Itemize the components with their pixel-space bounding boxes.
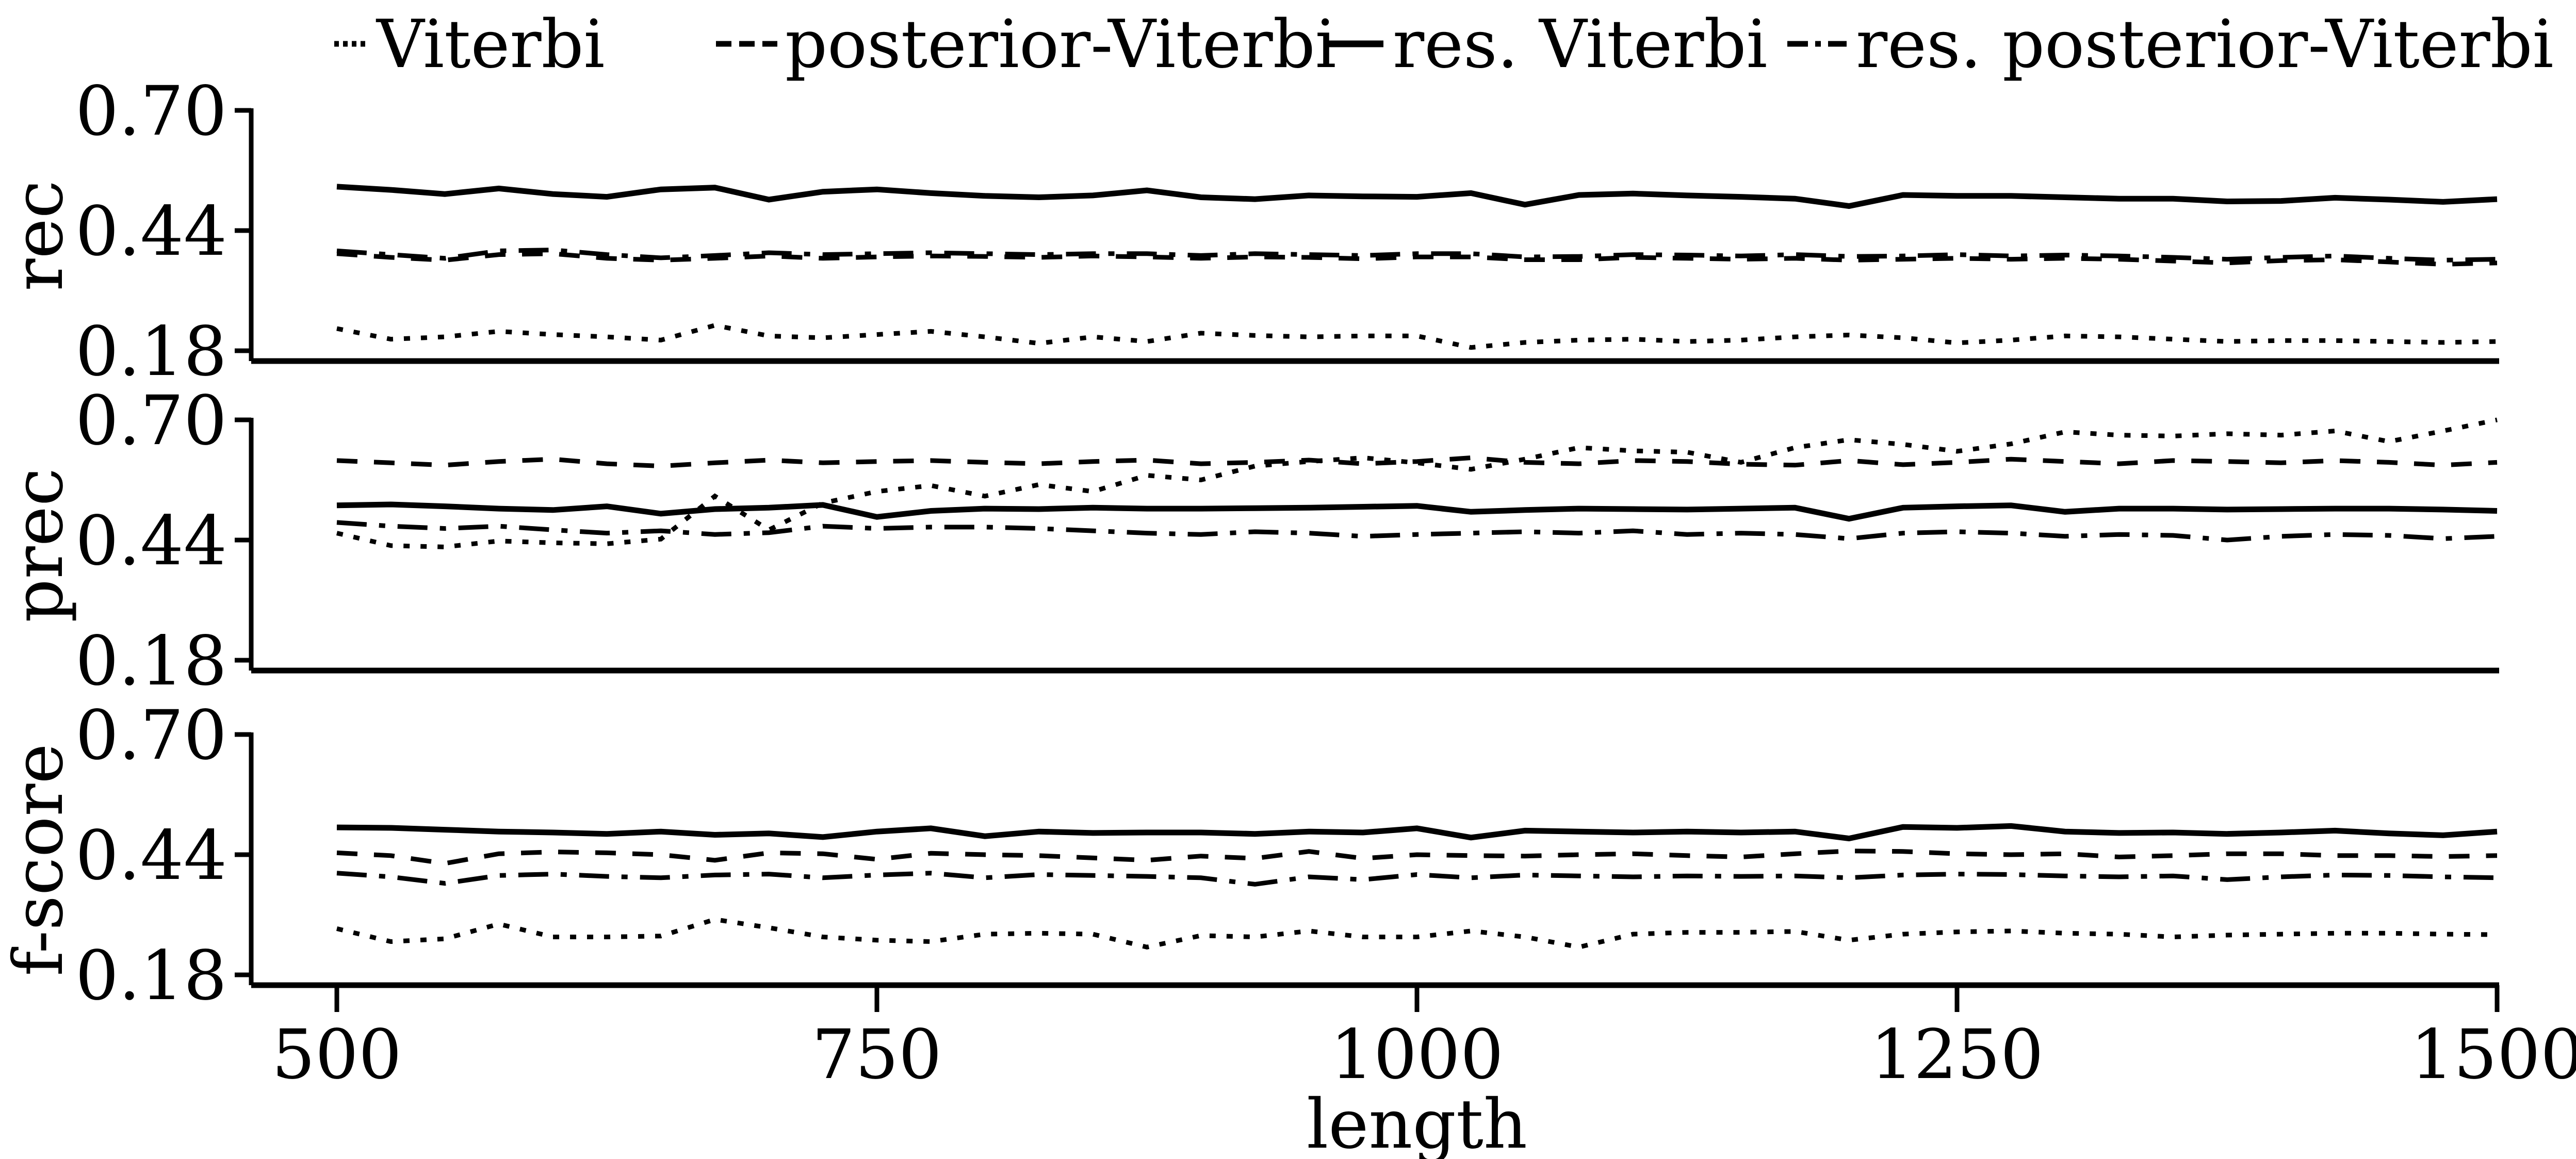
prec-line-res-posterior-viterbi (336, 520, 2498, 543)
panel-prec: 0.70 0.44 0.18 prec (0, 381, 2499, 701)
fscore-ytick-label-044: 0.44 (75, 816, 227, 895)
rec-line-viterbi (336, 323, 2498, 350)
fscore-line-posterior-viterbi (336, 848, 2498, 866)
prec-ytick-label-044: 0.44 (75, 501, 227, 581)
legend-label-res-viterbi: res. Viterbi (1393, 6, 1767, 83)
fscore-line-res-viterbi (336, 823, 2498, 842)
prec-line-posterior-viterbi (336, 455, 2498, 469)
prec-ytick-label-018: 0.18 (75, 622, 227, 701)
panel-rec: 0.70 0.44 0.18 rec (0, 72, 2499, 391)
xtick-label-750: 750 (812, 1015, 942, 1095)
fscore-line-viterbi (336, 917, 2498, 950)
prec-ytick-label-070: 0.70 (75, 381, 227, 461)
legend-label-posterior-viterbi: posterior-Viterbi (785, 6, 1336, 83)
legend-label-viterbi: Viterbi (376, 6, 605, 83)
xtick-label-500: 500 (272, 1015, 402, 1095)
prec-line-res-viterbi (336, 501, 2498, 522)
prec-line-viterbi (336, 417, 2498, 549)
xtick-label-1000: 1000 (1330, 1015, 1504, 1095)
rec-ytick-label-044: 0.44 (75, 192, 227, 271)
prec-axis-title: prec (0, 468, 78, 623)
legend-label-res-posterior-viterbi: res. posterior-Viterbi (1856, 6, 2554, 83)
legend: Viterbi posterior-Viterbi res. Viterbi r… (334, 6, 2554, 83)
rec-line-res-viterbi (336, 184, 2498, 209)
rec-line-res-posterior-viterbi (336, 248, 2498, 263)
fscore-ytick-label-018: 0.18 (75, 936, 227, 1016)
rec-axis-title: rec (0, 180, 78, 291)
fscore-ytick-label-070: 0.70 (75, 696, 227, 775)
xtick-label-1500: 1500 (2410, 1015, 2576, 1095)
fscore-line-res-posterior-viterbi (336, 871, 2498, 887)
rec-line-posterior-viterbi (336, 251, 2498, 267)
panel-fscore: 0.70 0.44 0.18 f-score (0, 696, 2499, 1016)
rec-ytick-label-070: 0.70 (75, 72, 227, 151)
fscore-axis-title: f-score (0, 743, 78, 976)
xtick-label-1250: 1250 (1870, 1015, 2044, 1095)
x-axis: 500 750 1000 1250 1500 length (272, 985, 2576, 1159)
rec-ytick-label-018: 0.18 (75, 312, 227, 391)
x-axis-title: length (1307, 1085, 1527, 1159)
